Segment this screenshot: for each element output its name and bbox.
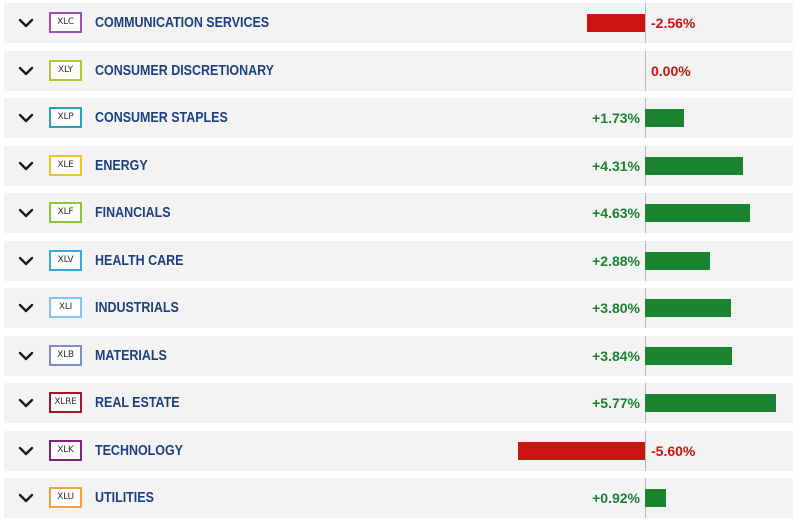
sector-name[interactable]: REAL ESTATE: [95, 395, 180, 411]
zero-axis-line: [645, 50, 646, 91]
sector-name[interactable]: FINANCIALS: [95, 205, 171, 221]
chevron-down-icon[interactable]: [18, 300, 34, 316]
ticker-badge: XLY: [49, 59, 82, 81]
sector-row-xlf[interactable]: XLF FINANCIALS +4.63%: [4, 193, 793, 233]
change-percent: +5.77%: [592, 395, 640, 411]
chevron-down-icon[interactable]: [18, 158, 34, 174]
ticker-badge: XLB: [49, 344, 82, 366]
change-bar: [645, 346, 733, 365]
sector-performance-list: XLC COMMUNICATION SERVICES -2.56% XLY CO…: [4, 3, 793, 526]
sector-name[interactable]: HEALTH CARE: [95, 252, 184, 269]
sector-name[interactable]: TECHNOLOGY: [95, 442, 183, 459]
ticker-badge: XLE: [49, 154, 82, 176]
sector-row-xlv[interactable]: XLV HEALTH CARE +2.88%: [4, 240, 793, 281]
change-bar: [645, 251, 711, 270]
ticker-badge: XLP: [49, 107, 82, 128]
chevron-down-icon[interactable]: [18, 110, 34, 126]
sector-name[interactable]: CONSUMER DISCRETIONARY: [95, 62, 274, 79]
chevron-down-icon[interactable]: [18, 15, 34, 31]
change-percent: +3.84%: [592, 347, 640, 364]
change-percent: +2.88%: [592, 252, 640, 269]
sector-row-xlp[interactable]: XLP CONSUMER STAPLES +1.73%: [4, 98, 793, 138]
sector-row-xli[interactable]: XLI INDUSTRIALS +3.80%: [4, 288, 793, 328]
ticker-badge: XLI: [49, 297, 82, 318]
ticker-badge: XLC: [49, 12, 82, 33]
sector-row-xlc[interactable]: XLC COMMUNICATION SERVICES -2.56%: [4, 3, 793, 43]
sector-name[interactable]: MATERIALS: [95, 347, 167, 364]
change-percent: +4.31%: [592, 157, 640, 174]
sector-name[interactable]: ENERGY: [95, 157, 148, 174]
zero-axis-line: [645, 430, 646, 471]
sector-row-xlre[interactable]: XLRE REAL ESTATE +5.77%: [4, 383, 793, 423]
chevron-down-icon[interactable]: [18, 63, 34, 79]
change-bar: [645, 489, 666, 507]
chevron-down-icon[interactable]: [18, 443, 34, 459]
sector-row-xlb[interactable]: XLB MATERIALS +3.84%: [4, 335, 793, 376]
chevron-down-icon[interactable]: [18, 490, 34, 506]
change-bar: [645, 299, 732, 317]
ticker-badge: XLF: [49, 202, 82, 223]
change-percent: -5.60%: [651, 442, 696, 459]
chevron-down-icon[interactable]: [18, 395, 34, 411]
change-percent: +3.80%: [592, 300, 640, 316]
ticker-badge: XLRE: [49, 392, 82, 413]
change-percent: 0.00%: [651, 62, 691, 79]
change-percent: +4.63%: [592, 205, 640, 221]
chevron-down-icon[interactable]: [18, 348, 34, 364]
ticker-badge: XLU: [49, 487, 82, 508]
sector-name[interactable]: COMMUNICATION SERVICES: [95, 15, 270, 31]
chevron-down-icon[interactable]: [18, 253, 34, 269]
ticker-badge: XLV: [49, 249, 82, 271]
change-percent: -2.56%: [651, 15, 696, 31]
sector-name[interactable]: CONSUMER STAPLES: [95, 110, 228, 126]
sector-row-xlu[interactable]: XLU UTILITIES +0.92%: [4, 478, 793, 518]
change-percent: +0.92%: [592, 490, 640, 506]
ticker-badge: XLK: [49, 439, 82, 461]
change-bar: [645, 204, 751, 222]
chevron-down-icon[interactable]: [18, 205, 34, 221]
change-bar: [645, 156, 743, 175]
sector-name[interactable]: UTILITIES: [95, 490, 154, 506]
sector-row-xle[interactable]: XLE ENERGY +4.31%: [4, 145, 793, 186]
sector-row-xlk[interactable]: XLK TECHNOLOGY -5.60%: [4, 430, 793, 471]
sector-row-xly[interactable]: XLY CONSUMER DISCRETIONARY 0.00%: [4, 50, 793, 91]
change-bar: [586, 14, 645, 32]
sector-name[interactable]: INDUSTRIALS: [95, 300, 179, 316]
change-bar: [645, 109, 685, 127]
change-percent: +1.73%: [592, 110, 640, 126]
change-bar: [517, 441, 645, 460]
zero-axis-line: [645, 3, 646, 43]
change-bar: [645, 394, 776, 412]
